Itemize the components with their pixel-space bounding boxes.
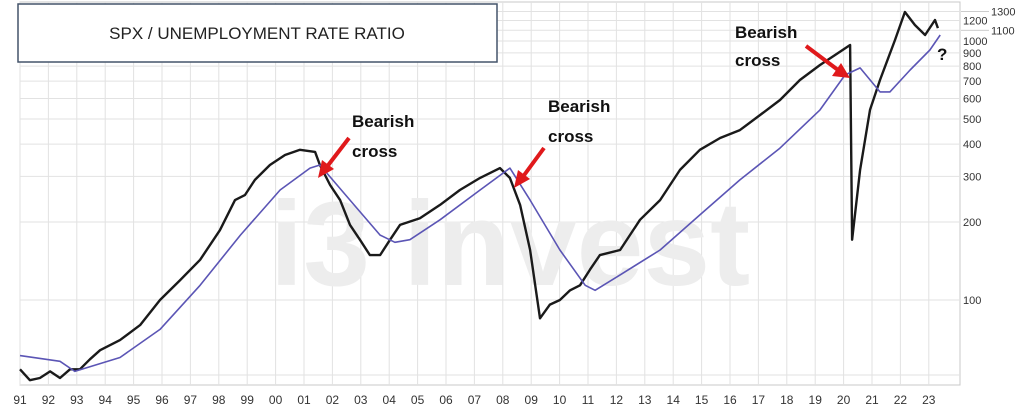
annotation-3: Bearish cross: [735, 23, 850, 78]
x-tick-label: 21: [865, 393, 879, 407]
y-tick-label: 900: [963, 48, 981, 60]
y-tick-label: 1000: [963, 36, 987, 48]
annotation-1: Bearish cross: [318, 112, 414, 178]
x-tick-label: 94: [99, 393, 113, 407]
y-tick-label: 400: [963, 139, 981, 151]
x-tick-label: 02: [326, 393, 340, 407]
x-tick-label: 17: [752, 393, 766, 407]
x-tick-label: 98: [212, 393, 226, 407]
y-tick-label: 700: [963, 76, 981, 88]
annotation-2: Bearish cross: [514, 97, 610, 188]
x-tick-label: 04: [383, 393, 397, 407]
x-tick-label: 13: [638, 393, 652, 407]
arrowhead-icon: [514, 170, 530, 188]
x-tick-label: 99: [241, 393, 255, 407]
red-arrow-icon: [804, 44, 840, 72]
watermark: i3 invest: [270, 177, 750, 311]
x-tick-label: 10: [553, 393, 567, 407]
x-tick-label: 93: [70, 393, 84, 407]
annotation-1-line2: cross: [352, 142, 397, 161]
x-tick-label: 14: [667, 393, 681, 407]
x-tick-label: 92: [42, 393, 56, 407]
y-tick-label: 800: [963, 61, 981, 73]
annotation-3-line1: Bearish: [735, 23, 797, 42]
x-tick-label: 15: [695, 393, 709, 407]
x-tick-label: 23: [922, 393, 936, 407]
x-tick-label: 20: [837, 393, 851, 407]
x-tick-label: 09: [525, 393, 539, 407]
x-tick-label: 96: [155, 393, 169, 407]
annotation-2-line1: Bearish: [548, 97, 610, 116]
red-arrow-icon: [324, 136, 351, 170]
x-tick-label: 22: [894, 393, 908, 407]
y-tick-label: 600: [963, 93, 981, 105]
x-tick-label: 95: [127, 393, 141, 407]
annotation-3-line2: cross: [735, 51, 780, 70]
x-tick-label: 08: [496, 393, 510, 407]
arrowhead-icon: [318, 160, 334, 178]
x-tick-label: 06: [439, 393, 453, 407]
x-tick-label: 97: [184, 393, 198, 407]
annotation-2-line2: cross: [548, 127, 593, 146]
x-tick-label: 11: [582, 393, 595, 407]
x-tick-label: 19: [809, 393, 823, 407]
x-tick-label: 01: [297, 393, 311, 407]
x-tick-label: 05: [411, 393, 425, 407]
annotation-1-line1: Bearish: [352, 112, 414, 131]
chart-title: SPX / UNEMPLOYMENT RATE RATIO: [109, 24, 405, 43]
y-tick-label: 500: [963, 114, 981, 126]
question-mark: ?: [937, 45, 947, 64]
x-tick-label: 07: [468, 393, 482, 407]
y-tick-label: 100: [963, 295, 981, 307]
x-tick-label: 12: [610, 393, 624, 407]
x-axis: 91 92 93 94 95 96 97 98 99 00 01 02 03 04 05 06 07 08 09 10…: [13, 393, 935, 407]
x-tick-label: 91: [13, 393, 27, 407]
y-tick-label: 1100: [991, 25, 1015, 37]
ratio-line: [19, 10, 940, 382]
y-tick-label: 200: [963, 217, 981, 229]
title-box: [17, 3, 498, 63]
red-arrow-icon: [520, 146, 546, 180]
y-tick-label: 1200: [963, 15, 987, 27]
x-tick-label: 00: [269, 393, 283, 407]
y-tick-label: 300: [963, 171, 981, 183]
x-tick-label: 03: [354, 393, 368, 407]
arrowhead-icon: [832, 63, 850, 78]
x-tick-label: 16: [723, 393, 737, 407]
x-tick-label: 18: [780, 393, 794, 407]
y-tick-label: 1300: [991, 6, 1015, 18]
